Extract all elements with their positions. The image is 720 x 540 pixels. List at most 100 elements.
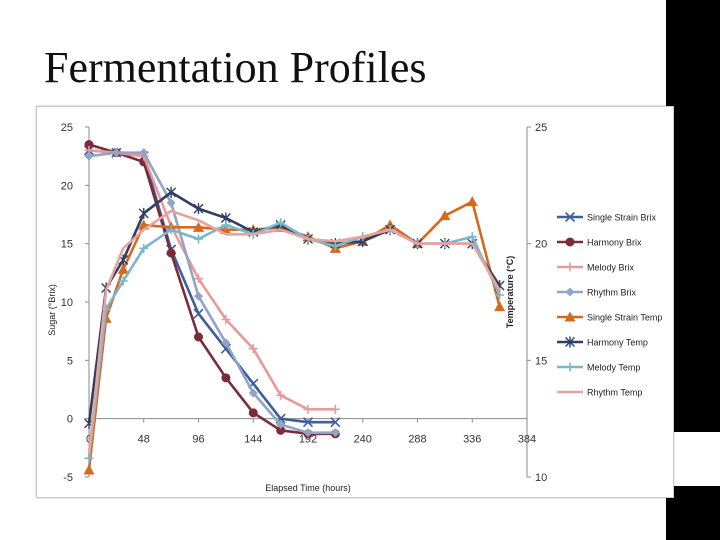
- series-rhythm-brix: [84, 148, 340, 438]
- legend-label: Melody Temp: [587, 363, 640, 373]
- fermentation-chart: -5 0 5 10 15 20 25 10 15 20 25 0 48 96 144 192 240 288 336…: [47, 122, 662, 493]
- data-point: [439, 210, 451, 221]
- data-point: [565, 262, 575, 272]
- x-axis-title: Elapsed Time (hours): [265, 483, 351, 493]
- data-point: [276, 425, 286, 435]
- data-point: [117, 263, 129, 274]
- data-point: [248, 388, 258, 398]
- y-tick-label: 0: [67, 414, 73, 426]
- data-point: [330, 404, 340, 414]
- data-point: [83, 464, 95, 475]
- series-harmony-brix: [84, 140, 340, 439]
- data-point: [494, 301, 506, 312]
- legend-item: Single Strain Brix: [557, 211, 657, 223]
- data-point: [221, 315, 231, 324]
- legend-label: Rhythm Temp: [587, 388, 642, 398]
- data-point: [303, 404, 313, 414]
- series-melody-temp: [84, 218, 505, 463]
- data-point: [84, 151, 94, 161]
- data-point: [139, 148, 149, 158]
- data-point: [467, 232, 477, 242]
- legend-item: Rhythm Brix: [557, 287, 637, 298]
- y-axis-title: Sugar (°Brix): [47, 284, 57, 336]
- x-tick-label: 240: [354, 434, 372, 446]
- data-point: [276, 420, 286, 429]
- series-melody-brix: [84, 145, 340, 414]
- x-tick-label: 288: [408, 434, 426, 446]
- x-tick-label: 48: [138, 434, 150, 446]
- legend-item: Melody Temp: [557, 362, 640, 373]
- data-point: [564, 211, 576, 223]
- data-point: [330, 428, 340, 438]
- y-tick-label: 20: [61, 180, 73, 192]
- data-point: [248, 344, 258, 354]
- data-point: [221, 220, 231, 230]
- data-point: [193, 203, 204, 215]
- x-tick-label: 192: [299, 434, 317, 446]
- data-point: [193, 221, 204, 232]
- y-tick-label: 25: [61, 122, 73, 134]
- data-point: [330, 241, 340, 251]
- legend-label: Single Strain Temp: [587, 313, 662, 323]
- y2-tick-label: 20: [535, 239, 547, 251]
- data-point: [194, 291, 203, 301]
- series-single-strain-brix: [83, 145, 341, 428]
- data-point: [302, 417, 314, 428]
- y2-axis-title: Temperature (°C): [505, 256, 515, 328]
- series-rhythm-temp: [87, 209, 501, 454]
- series-line: [87, 191, 501, 424]
- legend-label: Melody Brix: [587, 263, 635, 273]
- axes: -5 0 5 10 15 20 25 10 15 20 25 0 48 96 144 192 240 288 336…: [47, 122, 547, 493]
- data-point: [276, 218, 286, 228]
- legend: Single Strain Brix Harmony Brix Melody Bri…: [557, 211, 662, 398]
- data-point: [564, 311, 576, 322]
- data-point: [565, 287, 575, 297]
- legend-item: Rhythm Temp: [557, 388, 642, 398]
- data-point: [303, 428, 313, 438]
- x-tick-label: 0: [86, 434, 92, 446]
- data-point: [221, 373, 231, 383]
- series-harmony-temp: [84, 186, 505, 429]
- y2-tick-label: 15: [535, 355, 547, 367]
- data-point: [565, 362, 575, 372]
- data-point: [466, 196, 478, 207]
- data-point: [221, 338, 231, 348]
- data-point: [194, 332, 203, 342]
- data-point: [166, 225, 176, 235]
- legend-label: Harmony Temp: [587, 338, 648, 348]
- series-line: [88, 151, 336, 434]
- data-point: [194, 234, 203, 244]
- x-tick-label: 384: [518, 434, 536, 446]
- legend-item: Single Strain Temp: [557, 311, 662, 323]
- data-point: [565, 336, 575, 348]
- slide-title: Fermentation Profiles: [44, 43, 427, 92]
- data-point: [495, 290, 505, 300]
- y-tick-label: 15: [61, 239, 73, 251]
- data-point: [193, 308, 204, 319]
- data-point: [248, 408, 258, 418]
- data-point: [276, 390, 286, 400]
- series-line: [88, 149, 336, 424]
- legend-item: Melody Brix: [557, 262, 635, 273]
- chart-frame: -5 0 5 10 15 20 25 10 15 20 25 0 48 96 144 192 240 288 336…: [36, 106, 674, 498]
- series-line: [87, 221, 501, 459]
- x-tick-label: 144: [244, 434, 262, 446]
- y2-tick-label: 25: [535, 122, 547, 134]
- y2-tick-label: 10: [535, 472, 547, 484]
- data-point: [166, 198, 176, 208]
- legend-item: Harmony Temp: [557, 336, 648, 348]
- legend-label: Rhythm Brix: [587, 288, 637, 298]
- x-tick-label: 336: [463, 434, 481, 446]
- data-point: [138, 207, 149, 219]
- series-line: [88, 143, 336, 436]
- x-tick-label: 96: [192, 434, 204, 446]
- data-point: [330, 417, 341, 428]
- data-point: [84, 140, 94, 149]
- y-tick-label: 10: [61, 297, 73, 309]
- series-line: [87, 209, 501, 454]
- y-tick-label: -5: [63, 472, 73, 484]
- data-point: [565, 237, 575, 247]
- y-tick-label: 5: [67, 355, 73, 367]
- data-point: [84, 453, 94, 463]
- data-point: [166, 186, 177, 198]
